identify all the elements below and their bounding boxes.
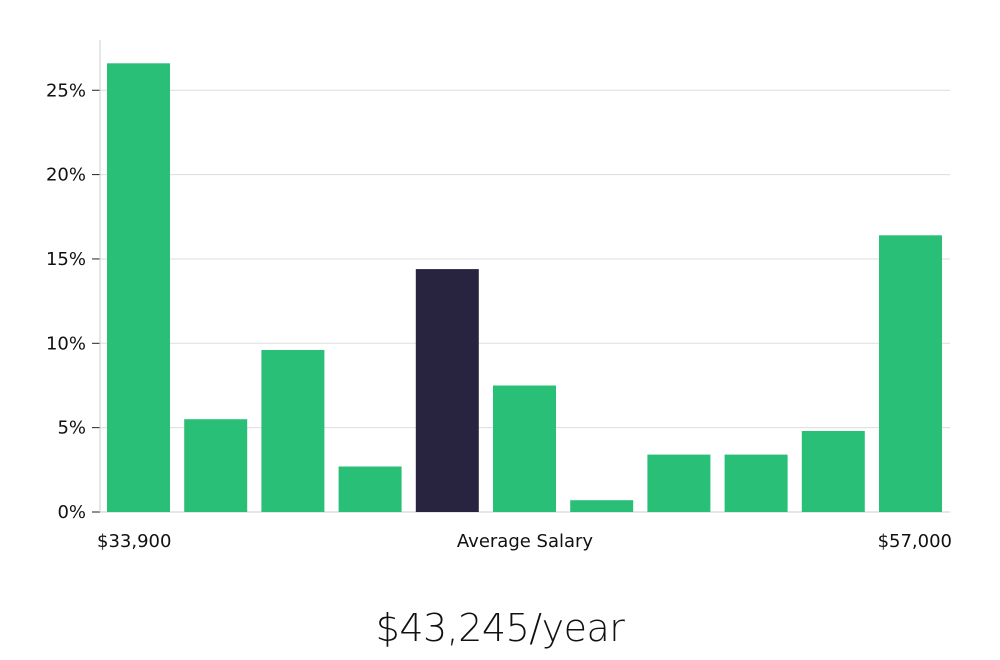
y-tick-label: 20% [46,165,86,186]
bar [647,454,711,512]
bar [801,431,865,512]
bar [261,350,325,512]
bar [107,63,170,513]
x-min-label: $33,900 [97,531,171,552]
y-tick-label: 10% [46,333,86,354]
y-tick-label: 5% [57,418,86,439]
y-tick-label: 25% [46,80,86,101]
bars [107,63,942,513]
bar [724,454,788,512]
y-tick-label: 0% [57,502,86,523]
bar [879,235,942,513]
bar [338,466,402,512]
bar [493,385,556,512]
bar [570,500,634,512]
x-center-label: Average Salary [457,531,594,552]
gridlines [100,89,950,429]
average-salary-value: $43,245/year [375,606,625,650]
bar [184,419,248,512]
x-max-label: $57,000 [878,531,952,552]
x-labels: $33,900 Average Salary $57,000 [97,531,952,552]
salary-histogram: 0% 5% 10% 15% 20% 25% $33,900 Average Salary … [46,40,952,552]
y-tick-labels: 0% 5% 10% 15% 20% 25% [46,80,86,523]
y-tick-label: 15% [46,249,86,270]
bar-average-highlight [415,269,479,512]
